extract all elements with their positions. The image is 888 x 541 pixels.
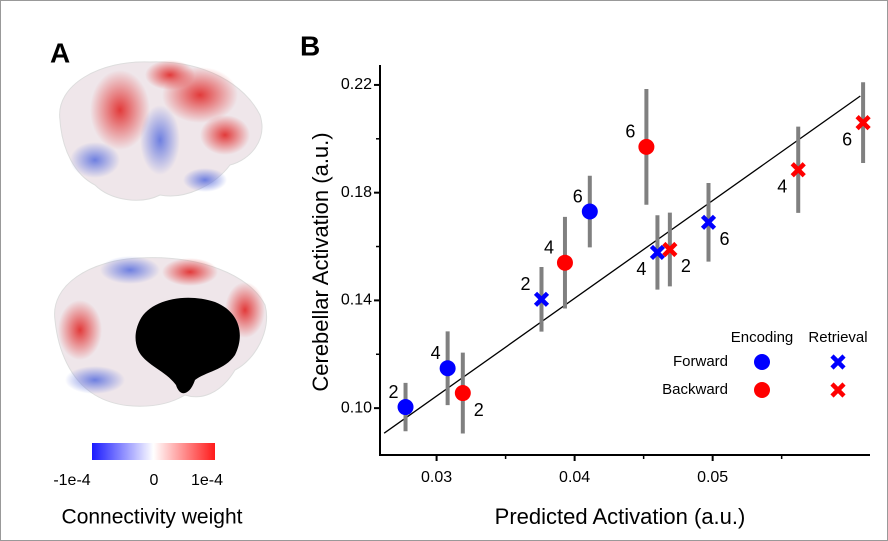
point-label: 4 — [636, 259, 646, 279]
point — [638, 138, 655, 155]
panel-label: B — [300, 30, 320, 61]
brain-medial — [54, 256, 267, 407]
panel-label: A — [50, 37, 70, 68]
point-label: 4 — [544, 237, 554, 257]
point-label: 6 — [625, 122, 635, 142]
y-axis-title: Cerebellar Activation (a.u.) — [308, 132, 333, 391]
x-tick-label: 0.05 — [697, 469, 728, 486]
point — [855, 115, 871, 131]
legend-marker — [830, 354, 846, 370]
point-label: 2 — [474, 400, 484, 420]
legend-row: Backward — [662, 381, 728, 398]
point-label: 2 — [681, 256, 691, 276]
legend-column: Retrieval — [808, 329, 867, 346]
colorbar-title: Connectivity weight — [62, 506, 243, 529]
point-label: 2 — [520, 274, 530, 294]
point-label: 4 — [431, 343, 441, 363]
y-tick-label: 0.22 — [341, 76, 372, 93]
point-label: 6 — [842, 129, 852, 149]
legend-marker — [754, 382, 770, 398]
point-label: 4 — [777, 177, 787, 197]
point — [556, 254, 573, 271]
brain-lateral — [59, 60, 263, 201]
y-tick-label: 0.14 — [341, 292, 372, 309]
legend-row: Forward — [673, 353, 728, 370]
point — [700, 214, 717, 230]
x-tick-label: 0.04 — [559, 469, 590, 486]
colorbar-tick: 0 — [150, 472, 159, 489]
point — [397, 399, 414, 416]
x-tick-label: 0.03 — [421, 469, 452, 486]
point — [662, 241, 678, 258]
legend-column: Encoding — [731, 329, 794, 346]
fit-line — [383, 95, 861, 434]
point — [439, 360, 456, 377]
point — [533, 291, 550, 307]
point-label: 6 — [719, 229, 729, 249]
legend-marker — [754, 354, 770, 370]
y-tick-label: 0.10 — [341, 399, 372, 416]
colorbar — [92, 443, 215, 460]
point — [649, 244, 666, 261]
x-axis-title: Predicted Activation (a.u.) — [495, 504, 746, 529]
legend-marker — [830, 382, 846, 398]
point-label: 6 — [573, 186, 583, 206]
colorbar-tick: 1e-4 — [191, 472, 223, 489]
point — [790, 162, 806, 178]
colorbar-tick: -1e-4 — [53, 472, 90, 489]
point — [581, 203, 598, 220]
point — [454, 385, 471, 402]
point-label: 2 — [389, 382, 399, 402]
y-tick-label: 0.18 — [341, 184, 372, 201]
